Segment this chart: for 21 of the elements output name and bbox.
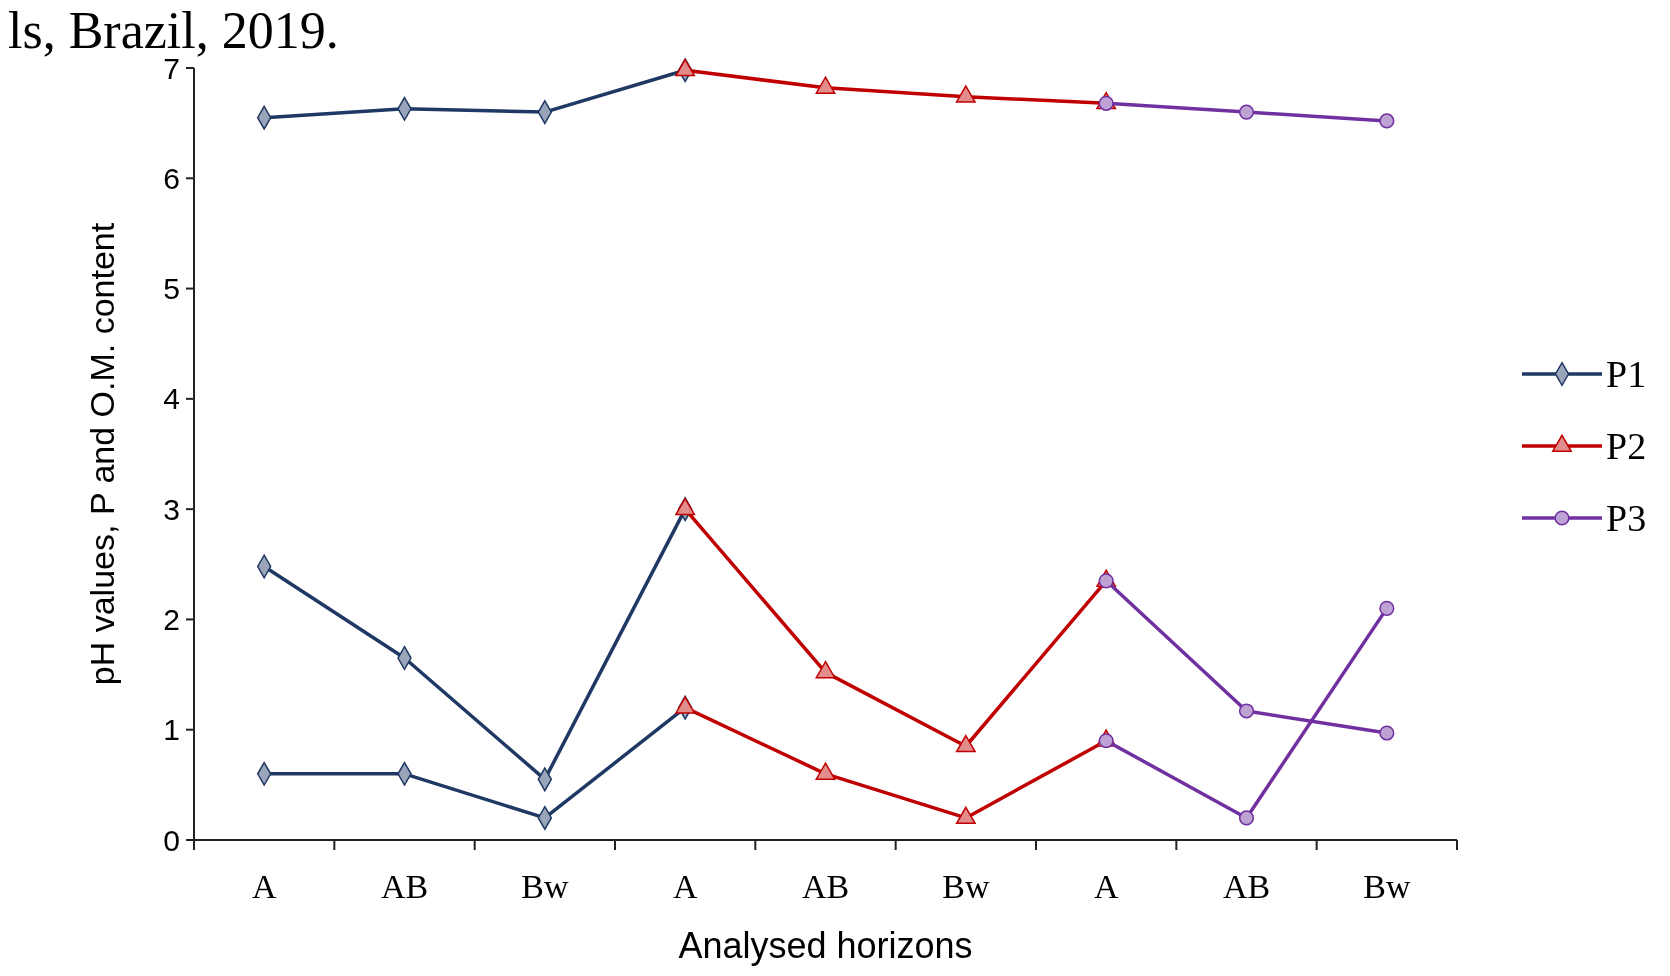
y-tick-label: 5 (163, 272, 180, 306)
y-tick-label: 3 (163, 492, 180, 526)
x-tick-label: AB (1222, 868, 1271, 905)
x-axis-title: Analysed horizons (678, 925, 973, 966)
x-tick-label: A (1093, 868, 1119, 905)
y-tick-label: 2 (163, 602, 180, 636)
x-tick-label: Bw (1363, 868, 1411, 905)
x-tick-label: Bw (521, 868, 569, 905)
legend-label: P2 (1606, 425, 1647, 468)
legend-label: P3 (1606, 497, 1647, 540)
y-tick-label: 0 (163, 823, 180, 857)
x-tick-label: Bw (942, 868, 990, 905)
y-tick-label: 1 (163, 713, 180, 747)
y-tick-label: 4 (163, 382, 180, 416)
x-tick-label: AB (380, 868, 429, 905)
x-tick-label: A (251, 868, 277, 905)
legend-label: P1 (1606, 353, 1647, 396)
x-tick-label: AB (801, 868, 850, 905)
y-axis-title: pH values, P and O.M. content (83, 222, 121, 686)
x-tick-label: A (672, 868, 698, 905)
y-tick-label: 6 (163, 161, 180, 195)
